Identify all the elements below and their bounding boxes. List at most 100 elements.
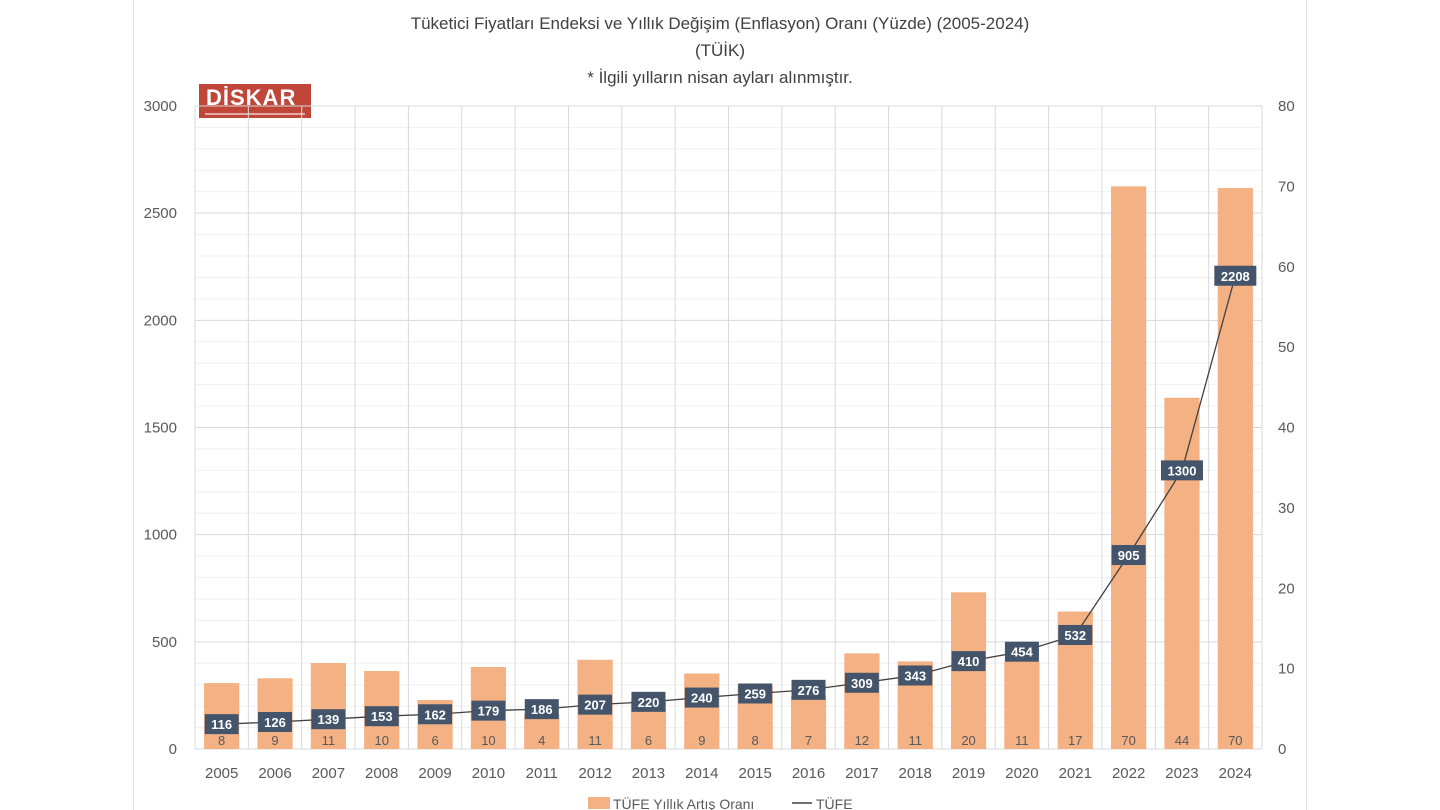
x-axis-tick: 2005 <box>205 765 238 782</box>
point-value-label: 454 <box>1011 645 1033 660</box>
point-value-label: 116 <box>211 717 232 732</box>
point-value-label: 186 <box>531 702 553 717</box>
point-label-box <box>258 711 293 732</box>
bar-2022 <box>1111 186 1147 749</box>
bar-value-label: 6 <box>431 733 438 748</box>
left-axis-tick: 1000 <box>144 527 177 544</box>
right-axis-tick: 30 <box>1278 500 1295 517</box>
bar-2017 <box>844 653 880 749</box>
bar-2023 <box>1164 397 1200 749</box>
point-value-label: 410 <box>958 654 980 669</box>
point-label-box <box>204 714 239 735</box>
page-edge-left <box>133 0 134 810</box>
point-label-box <box>1058 624 1093 645</box>
bar-2014 <box>684 673 720 749</box>
x-axis-tick: 2006 <box>258 765 291 782</box>
bar-value-label: 20 <box>961 733 975 748</box>
point-value-label: 905 <box>1118 548 1140 563</box>
x-axis-tick: 2012 <box>578 765 611 782</box>
chart-subtitle: (TÜİK) <box>694 41 746 60</box>
bar-value-label: 11 <box>322 733 336 748</box>
point-label-box <box>418 704 453 725</box>
point-label-box <box>1111 545 1146 566</box>
axes: 0 500 1000 1500 2000 2500 3000 0 10 20 30 40 50 60 70 8… <box>144 98 1295 782</box>
point-label-box <box>1004 641 1039 662</box>
legend-label-bar: TÜFE Yıllık Artış Oranı <box>613 795 754 810</box>
bar-value-label: 11 <box>908 733 922 748</box>
point-value-label: 139 <box>318 712 340 727</box>
bar-value-label: 11 <box>1015 733 1029 748</box>
point-value-label: 309 <box>851 676 873 691</box>
right-axis-tick: 60 <box>1278 259 1295 276</box>
bar-value-label: 9 <box>271 733 278 748</box>
right-axis-tick: 0 <box>1278 741 1286 758</box>
x-axis-tick: 2015 <box>738 765 771 782</box>
point-label-box <box>311 709 346 730</box>
point-value-label: 259 <box>744 686 766 701</box>
point-value-label: 179 <box>478 704 500 719</box>
right-axis-tick: 80 <box>1278 98 1295 115</box>
x-axis-tick: 2021 <box>1059 765 1092 782</box>
right-axis-tick: 10 <box>1278 661 1295 678</box>
chart-note: * İlgili yılların nisan ayları alınmıştı… <box>587 68 853 87</box>
x-axis-tick: 2019 <box>952 765 985 782</box>
bar-2011 <box>524 714 560 749</box>
bar-value-label: 9 <box>698 733 705 748</box>
legend-swatch-bar <box>588 797 610 809</box>
point-label-box <box>844 672 879 693</box>
bar-value-label: 11 <box>588 733 602 748</box>
chart-title-block: Tüketici Fiyatları Endeksi ve Yıllık Değ… <box>330 10 1110 91</box>
left-axis-tick: 1500 <box>144 420 177 437</box>
x-axis-tick: 2022 <box>1112 765 1145 782</box>
diskar-logo: DİSKAR <box>199 84 311 118</box>
right-axis-tick: 40 <box>1278 420 1295 437</box>
point-value-label: 1300 <box>1168 463 1197 478</box>
x-axis-tick: 2016 <box>792 765 825 782</box>
logo-tagline-strip <box>205 113 305 115</box>
x-axis-tick: 2011 <box>526 765 558 782</box>
x-axis-tick: 2013 <box>632 765 665 782</box>
bar-value-label: 8 <box>218 733 225 748</box>
x-axis-tick: 2017 <box>845 765 878 782</box>
left-axis-tick: 0 <box>169 741 177 758</box>
legend: TÜFE Yıllık Artış Oranı TÜFE <box>588 795 853 810</box>
point-label-box <box>684 687 719 708</box>
bar-value-label: 8 <box>752 733 759 748</box>
x-axis-tick: 2014 <box>685 765 718 782</box>
bar-value-label: 70 <box>1228 733 1242 748</box>
point-value-label: 162 <box>424 707 446 722</box>
bar-value-label: 7 <box>805 733 812 748</box>
right-axis-tick: 20 <box>1278 580 1295 597</box>
right-axis-tick: 70 <box>1278 178 1295 195</box>
right-axis-tick: 50 <box>1278 339 1295 356</box>
x-axis-tick: 2018 <box>899 765 932 782</box>
chart-title: Tüketici Fiyatları Endeksi ve Yıllık Değ… <box>410 14 1030 33</box>
bar-value-label: 10 <box>481 733 495 748</box>
point-value-label: 126 <box>264 715 286 730</box>
left-axis-tick: 3000 <box>144 98 177 115</box>
bar-value-label: 6 <box>645 733 652 748</box>
point-value-label: 532 <box>1064 628 1086 643</box>
point-label-box <box>898 665 933 686</box>
point-label-box <box>631 691 666 712</box>
line-series: 116 126 139 153 162 179 186 207 220 240 259 276 309 3… <box>204 265 1257 735</box>
point-value-label: 153 <box>371 709 393 724</box>
left-axis-tick: 500 <box>152 634 177 651</box>
bar-value-label: 4 <box>538 733 545 748</box>
point-value-label: 343 <box>904 668 926 683</box>
bar-2020 <box>1004 661 1040 749</box>
point-label-box <box>1160 460 1203 481</box>
point-value-label: 276 <box>798 683 820 698</box>
point-value-label: 220 <box>638 695 660 710</box>
point-value-label: 207 <box>584 698 606 713</box>
point-label-box <box>738 683 773 704</box>
point-label-box <box>578 694 613 715</box>
x-axis-tick: 2010 <box>472 765 505 782</box>
page-edge-right <box>1306 0 1307 810</box>
legend-label-line: TÜFE <box>816 795 853 810</box>
bar-value-label: 70 <box>1121 733 1135 748</box>
point-label-box <box>471 700 506 721</box>
left-axis-tick: 2000 <box>144 312 177 329</box>
point-label-box <box>791 679 826 700</box>
bar-value-label: 17 <box>1068 733 1082 748</box>
